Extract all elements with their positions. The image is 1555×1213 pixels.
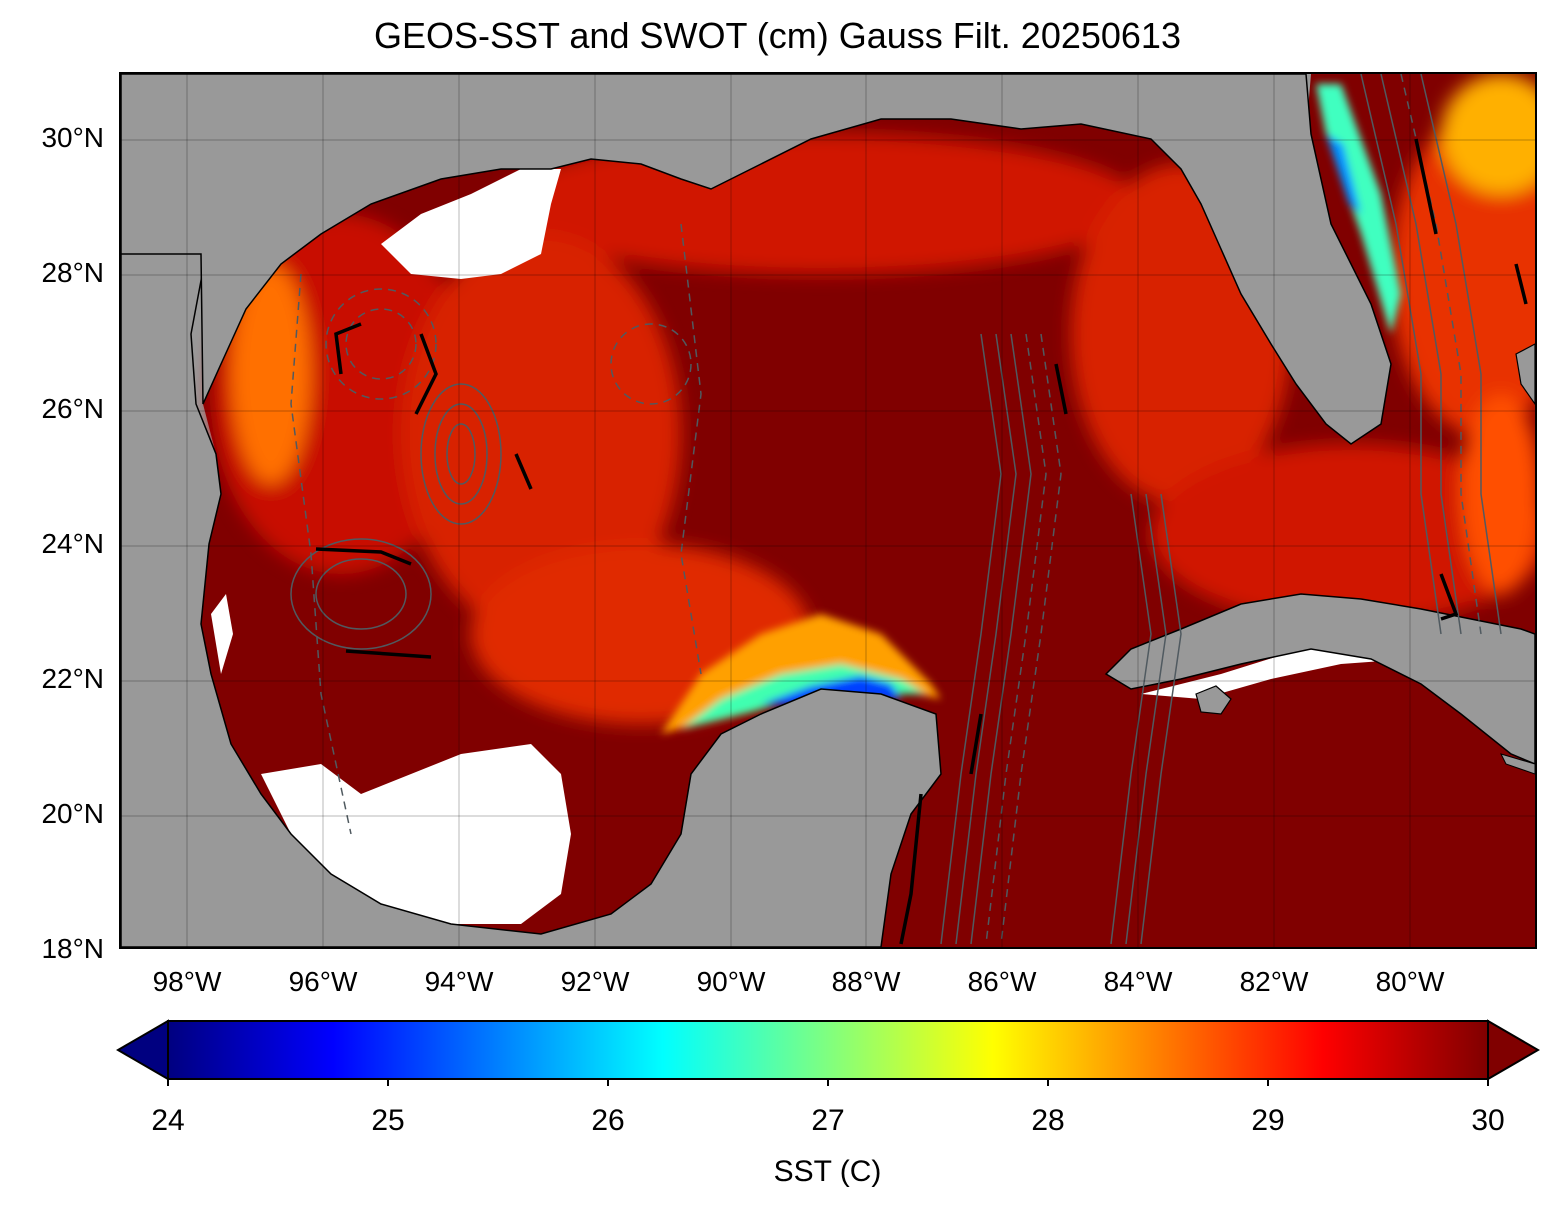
- ssh-zero-contour: [969, 713, 983, 775]
- colorbar-extend-high: [1487, 1019, 1540, 1081]
- ssh-contour: [290, 538, 432, 650]
- lon-label-88w: 88°W: [831, 966, 901, 997]
- lon-label-84w: 84°W: [1103, 966, 1173, 997]
- lat-label-18n: 18°N: [41, 933, 104, 964]
- ssh-contour: [446, 423, 476, 485]
- ssh-contour-swath-6: [1110, 493, 1152, 945]
- missing-data-patch-sw: [261, 744, 571, 924]
- lat-label-28n: 28°N: [41, 257, 104, 288]
- lat-label-20n: 20°N: [41, 798, 104, 829]
- lat-label-26n: 26°N: [41, 393, 104, 424]
- colorbar-tick-30: 30: [1471, 1104, 1505, 1137]
- ssh-contour: [325, 288, 437, 400]
- sst-raster: [201, 74, 1535, 947]
- warm-patch-texas-coast: [231, 264, 311, 484]
- ssh-zero-contour: [899, 793, 923, 945]
- land-cuba: [1104, 593, 1535, 765]
- land-us-coast: [121, 74, 1392, 445]
- ssh-contour: [610, 323, 692, 405]
- lon-label-94w: 94°W: [424, 966, 494, 997]
- ssh-zero-contour: [315, 547, 412, 566]
- lon-label-82w: 82°W: [1239, 966, 1309, 997]
- warm-patch-central-west: [401, 234, 681, 634]
- ssh-contour: [315, 558, 407, 630]
- ssh-contour-swath-3: [970, 333, 1032, 945]
- map-panel: [119, 72, 1537, 949]
- ssh-contour-swath-1: [940, 333, 1002, 945]
- ssh-contour-straits-1: [1360, 74, 1442, 635]
- ssh-contour-swath-7: [1125, 493, 1167, 945]
- ssh-contour: [420, 383, 502, 525]
- gridlines: [121, 74, 1535, 947]
- map-title: GEOS-SST and SWOT (cm) Gauss Filt. 20250…: [374, 15, 1181, 56]
- land-bahamas: [1515, 343, 1535, 406]
- ssh-contour: [434, 403, 488, 505]
- ssh-zero-contour: [1514, 263, 1528, 305]
- colorbar: [116, 1019, 1540, 1086]
- colorbar-tick-27: 27: [811, 1104, 845, 1137]
- ssh-contour-straits-4: [1420, 74, 1502, 635]
- lon-label-98w: 98°W: [152, 966, 222, 997]
- lon-label-96w: 96°W: [288, 966, 358, 997]
- warm-patch-east-channel: [1461, 394, 1535, 594]
- ssh-contour-swath-2: [955, 333, 1017, 945]
- ssh-zero-contour: [514, 453, 533, 490]
- ssh-contour-straits-2: [1380, 74, 1462, 635]
- ssh-zero-contour: [1054, 363, 1068, 415]
- lon-label-90w: 90°W: [696, 966, 766, 997]
- missing-data-patch-texas: [211, 594, 233, 674]
- missing-data-patch-nw: [381, 169, 561, 279]
- lon-label-86w: 86°W: [967, 966, 1037, 997]
- sst-map: [121, 74, 1535, 947]
- land: [121, 74, 1535, 947]
- colorbar-tick-25: 25: [371, 1104, 405, 1137]
- lat-label-22n: 22°N: [41, 663, 104, 694]
- land-isle-of-youth: [1195, 685, 1232, 715]
- ssh-zero-contour: [1439, 573, 1459, 621]
- lon-label-80w: 80°W: [1375, 966, 1445, 997]
- ssh-zero-contour: [345, 649, 432, 659]
- ssh-zero-contour: [414, 333, 438, 415]
- ssh-contour-dashed-central: [680, 223, 702, 675]
- cool-coastal-florida-core: [1326, 134, 1361, 214]
- colorbar-tick-marks: [167, 1079, 1489, 1086]
- colorbar-tick-28: 28: [1031, 1104, 1065, 1137]
- lat-label-30n: 30°N: [41, 122, 104, 153]
- colorbar-tick-24: 24: [151, 1104, 185, 1137]
- warm-patch-straits: [1151, 444, 1535, 624]
- colorbar-gradient: [167, 1020, 1489, 1080]
- warm-patch-atlantic-north: [1441, 74, 1535, 194]
- colorbar-tick-26: 26: [591, 1104, 625, 1137]
- colorbar-tick-29: 29: [1251, 1104, 1285, 1137]
- lat-label-24n: 24°N: [41, 528, 104, 559]
- colorbar-label: SST (C): [773, 1155, 882, 1188]
- colorbar-extend-low: [116, 1019, 169, 1081]
- ssh-zero-contour: [1414, 138, 1438, 235]
- land-mexico: [121, 74, 942, 947]
- ssh-contour: [345, 308, 417, 380]
- ssh-contour-dashed-west: [290, 273, 352, 835]
- ssh-zero-contour: [334, 322, 362, 375]
- lon-label-92w: 92°W: [560, 966, 630, 997]
- ssh-zero-contours: [315, 138, 1528, 945]
- land-cayman: [1500, 753, 1535, 775]
- ssh-contour-swath-8: [1140, 493, 1182, 945]
